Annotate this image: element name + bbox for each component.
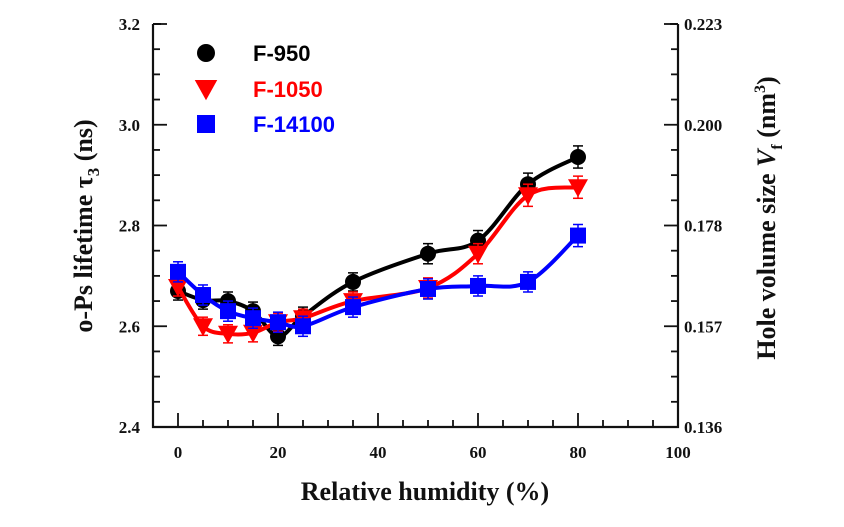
- y-axis-title-unit: (ns): [69, 119, 98, 167]
- y-axis-title-main: o-Ps lifetime τ: [69, 176, 98, 332]
- series-layer: [168, 145, 588, 347]
- y-axis-right: 0.136 0.157 0.178 0.200 0.223: [664, 15, 723, 437]
- legend-label: F-950: [253, 41, 310, 66]
- data-point: [170, 263, 186, 280]
- data-point: [295, 318, 311, 335]
- data-point: [420, 280, 436, 297]
- y2-axis-title-unit-open: (nm: [752, 93, 781, 145]
- axis-lines: [151, 24, 680, 429]
- data-point: [570, 227, 586, 244]
- data-point: [520, 273, 536, 290]
- x-tick-label: 20: [270, 443, 287, 462]
- data-point: [195, 287, 211, 304]
- series-line: [177, 155, 579, 339]
- y2-axis-title-unit-close: ): [752, 76, 781, 85]
- y2-tick-label: 0.223: [684, 15, 722, 34]
- legend-marker-circle-icon: [197, 44, 215, 62]
- y-tick-label: 2.8: [119, 217, 140, 236]
- data-point: [468, 245, 488, 264]
- x-tick-label: 80: [570, 443, 587, 462]
- data-point: [518, 187, 538, 206]
- x-tick-label: 0: [174, 443, 183, 462]
- legend-item-f-1050: F-1050: [194, 77, 323, 102]
- legend-label: F-14100: [253, 112, 335, 137]
- legend-marker-square-icon: [197, 115, 215, 133]
- y2-tick-label: 0.200: [684, 116, 722, 135]
- data-point: [420, 245, 436, 262]
- data-point: [220, 303, 236, 320]
- legend-label: F-1050: [253, 77, 323, 102]
- data-point: [168, 278, 188, 297]
- y-axis-title-sub: 3: [84, 168, 103, 177]
- data-point: [218, 325, 238, 344]
- y-axis-left: 2.4 2.6 2.8 3.0 3.2: [119, 15, 167, 437]
- y-tick-label: 3.2: [119, 15, 140, 34]
- data-point: [345, 299, 361, 316]
- legend-item-f-950: F-950: [197, 41, 310, 66]
- y-axis-title: o-Ps lifetime τ3 (ns): [69, 119, 103, 332]
- y-tick-label: 3.0: [119, 116, 140, 135]
- data-point: [193, 318, 213, 337]
- y2-axis-title-main: Hole volume size: [752, 167, 781, 360]
- series-f-14100: [170, 223, 586, 338]
- data-point: [470, 277, 486, 294]
- y2-tick-label: 0.157: [684, 317, 723, 336]
- y-tick-label: 2.6: [119, 317, 140, 336]
- data-point: [470, 232, 486, 249]
- data-point: [245, 310, 261, 327]
- series-line: [176, 185, 579, 337]
- data-point: [570, 148, 586, 165]
- legend-item-f-14100: F-14100: [197, 112, 335, 137]
- series-line: [176, 234, 580, 329]
- data-point: [345, 273, 361, 290]
- data-point: [243, 324, 263, 343]
- legend: F-950 F-1050 F-14100: [194, 41, 335, 137]
- y2-axis-title-sup: 3: [752, 85, 769, 93]
- x-axis-title: Relative humidity (%): [301, 477, 549, 506]
- y2-tick-label: 0.136: [684, 418, 722, 437]
- y-tick-label: 2.4: [119, 418, 141, 437]
- x-tick-label: 100: [665, 443, 691, 462]
- y2-axis-title: Hole volume size Vf (nm3): [752, 76, 786, 359]
- y2-tick-label: 0.178: [684, 217, 722, 236]
- y2-axis-title-sub: f: [769, 144, 786, 150]
- data-point: [270, 314, 286, 331]
- legend-marker-triangle-down-icon: [194, 80, 218, 101]
- data-point: [568, 179, 588, 198]
- x-tick-label: 40: [370, 443, 387, 462]
- x-tick-label: 60: [470, 443, 487, 462]
- plot-frame: [151, 23, 680, 429]
- x-axis: 0 20 40 60 80 100: [174, 413, 691, 462]
- y2-axis-title-var: V: [752, 147, 781, 167]
